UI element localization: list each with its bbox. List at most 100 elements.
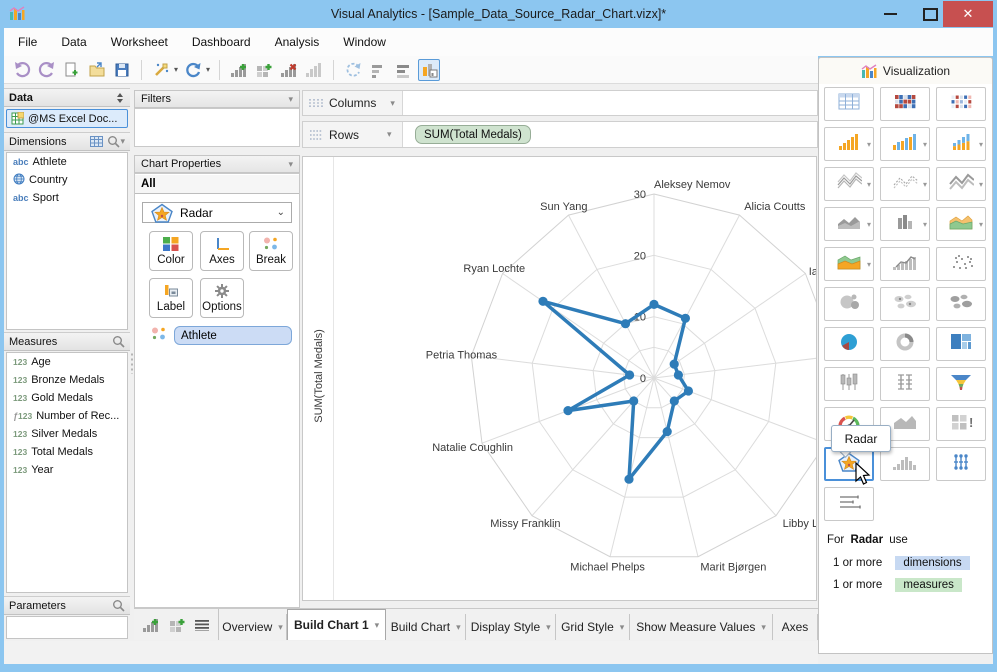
measure-item-year[interactable]: 123 Year bbox=[7, 461, 127, 479]
parameters-section-header[interactable]: Parameters bbox=[4, 596, 130, 615]
search-icon[interactable] bbox=[112, 599, 125, 612]
tab-axes[interactable]: Axes bbox=[772, 614, 818, 640]
viz-type-zigzag-bold[interactable]: ▾ bbox=[936, 167, 986, 201]
measure-item-age[interactable]: 123 Age bbox=[7, 353, 127, 371]
chart-properties-header[interactable]: Chart Properties ▾ bbox=[134, 155, 300, 173]
athlete-pill[interactable]: Athlete bbox=[174, 326, 292, 345]
menu-dashboard[interactable]: Dashboard bbox=[191, 35, 251, 49]
menu-window[interactable]: Window bbox=[343, 35, 386, 49]
viz-type-treemap[interactable] bbox=[936, 327, 986, 361]
new-page-button[interactable] bbox=[62, 60, 82, 80]
align-bars1-button[interactable] bbox=[368, 60, 388, 80]
viz-type-area-dark[interactable]: ▾ bbox=[824, 207, 874, 241]
viz-type-area-color2[interactable]: ▾ bbox=[824, 247, 874, 281]
tab-build-chart-1[interactable]: Build Chart 1 ▾ bbox=[287, 609, 387, 640]
chevron-down-icon[interactable]: ▾ bbox=[866, 180, 871, 189]
viz-type-zigzag-light[interactable]: ▾ bbox=[880, 167, 930, 201]
add-dashboard-icon[interactable] bbox=[168, 616, 186, 634]
chevron-down-icon[interactable]: ▾ bbox=[206, 65, 211, 74]
redo-button[interactable] bbox=[37, 60, 57, 80]
viz-type-zigzag[interactable]: ▾ bbox=[824, 167, 874, 201]
viz-type-bars-stacked[interactable]: ▾ bbox=[936, 127, 986, 161]
rows-shelf[interactable]: Rows ▾ SUM(Total Medals) bbox=[302, 121, 818, 148]
viz-type-bars-updown[interactable]: ▾ bbox=[880, 207, 930, 241]
chevron-down-icon[interactable]: ▾ bbox=[922, 220, 927, 229]
measure-item-silver-medals[interactable]: 123 Silver Medals bbox=[7, 425, 127, 443]
viz-type-scatter[interactable] bbox=[936, 247, 986, 281]
chevron-down-icon[interactable]: ▾ bbox=[866, 260, 871, 269]
viz-type-bubble[interactable] bbox=[824, 287, 874, 321]
measures-section-header[interactable]: Measures bbox=[4, 332, 130, 351]
chevron-down-icon[interactable]: ▾ bbox=[120, 136, 125, 146]
tab-build-chart[interactable]: Build Chart ▾ bbox=[386, 614, 467, 640]
viz-type-parallel[interactable] bbox=[824, 487, 874, 521]
measure-item-bronze-medals[interactable]: 123 Bronze Medals bbox=[7, 371, 127, 389]
viz-type-grid-exclaim[interactable]: ! bbox=[936, 407, 986, 441]
search-icon[interactable] bbox=[112, 335, 125, 348]
chevron-down-icon[interactable]: ▾ bbox=[456, 621, 461, 632]
viz-type-funnel[interactable] bbox=[936, 367, 986, 401]
swap-icon[interactable] bbox=[115, 92, 125, 104]
minimize-button[interactable] bbox=[884, 13, 897, 15]
chevron-down-icon[interactable]: ▾ bbox=[978, 140, 983, 149]
add-grid-button[interactable] bbox=[254, 60, 274, 80]
viz-type-boxplot[interactable] bbox=[880, 367, 930, 401]
add-chart-button[interactable] bbox=[229, 60, 249, 80]
measure-item-total-medals[interactable]: 123 Total Medals bbox=[7, 443, 127, 461]
chart-gray-button[interactable] bbox=[304, 60, 324, 80]
chevron-down-icon[interactable]: ▾ bbox=[866, 220, 871, 229]
delete-chart-button[interactable] bbox=[279, 60, 299, 80]
options-button[interactable]: Options bbox=[200, 278, 244, 318]
open-folder-button[interactable] bbox=[87, 60, 107, 80]
viz-type-map-filled[interactable] bbox=[936, 287, 986, 321]
viz-type-map-symbol[interactable] bbox=[880, 287, 930, 321]
undo-button[interactable] bbox=[12, 60, 32, 80]
viz-type-donut[interactable] bbox=[880, 327, 930, 361]
menu-data[interactable]: Data bbox=[61, 35, 87, 49]
data-source-item[interactable]: @MS Excel Doc... bbox=[6, 109, 128, 128]
table-view-icon[interactable] bbox=[90, 136, 104, 147]
chevron-down-icon[interactable]: ▾ bbox=[922, 140, 927, 149]
break-button[interactable]: Break bbox=[249, 231, 293, 271]
viz-type-table[interactable] bbox=[824, 87, 874, 121]
chevron-down-icon[interactable]: ▾ bbox=[922, 180, 927, 189]
viz-type-histogram[interactable] bbox=[880, 447, 930, 481]
axes-button[interactable]: Axes bbox=[200, 231, 244, 271]
viz-type-heatmap[interactable] bbox=[880, 87, 930, 121]
refresh-button[interactable] bbox=[183, 60, 203, 80]
close-button[interactable]: ✕ bbox=[943, 1, 993, 27]
menu-worksheet[interactable]: Worksheet bbox=[110, 35, 168, 49]
search-icon[interactable] bbox=[107, 135, 121, 148]
align-bars2-button[interactable] bbox=[393, 60, 413, 80]
chevron-down-icon[interactable]: ▾ bbox=[288, 158, 293, 169]
chevron-down-icon[interactable]: ▾ bbox=[978, 220, 983, 229]
viz-type-pie[interactable] bbox=[824, 327, 874, 361]
measure-item-number-of-rec-[interactable]: ƒ123 Number of Rec... bbox=[7, 407, 127, 425]
menu-file[interactable]: File bbox=[18, 35, 38, 49]
chevron-down-icon[interactable]: ▾ bbox=[390, 97, 395, 108]
sum-total-medals-pill[interactable]: SUM(Total Medals) bbox=[415, 125, 531, 144]
color-button[interactable]: Color bbox=[149, 231, 193, 271]
panel-splitter[interactable] bbox=[130, 352, 134, 374]
chevron-down-icon[interactable]: ▾ bbox=[278, 621, 283, 632]
viz-type-area-color[interactable]: ▾ bbox=[936, 207, 986, 241]
dimension-item-country[interactable]: Country bbox=[7, 171, 127, 189]
filters-header[interactable]: Filters ▾ bbox=[134, 90, 300, 108]
chevron-down-icon[interactable]: ▾ bbox=[619, 621, 625, 632]
viz-type-bars-dual[interactable]: ▾ bbox=[880, 127, 930, 161]
viz-type-whisker[interactable] bbox=[936, 447, 986, 481]
circ-select-button[interactable] bbox=[343, 60, 363, 80]
viz-type-highlight-table[interactable] bbox=[936, 87, 986, 121]
viz-type-candlestick[interactable] bbox=[824, 367, 874, 401]
chevron-down-icon[interactable]: ▾ bbox=[546, 621, 551, 632]
showme-button[interactable] bbox=[418, 58, 441, 81]
chevron-down-icon[interactable]: ▾ bbox=[387, 129, 392, 139]
columns-shelf[interactable]: Columns ▾ bbox=[302, 90, 818, 116]
dimensions-section-header[interactable]: Dimensions ▾ bbox=[4, 132, 130, 151]
label-button[interactable]: Label bbox=[149, 278, 193, 318]
chevron-down-icon[interactable]: ▾ bbox=[288, 93, 293, 104]
tab-overview[interactable]: Overview ▾ bbox=[219, 614, 287, 640]
chevron-down-icon[interactable]: ▾ bbox=[761, 621, 766, 632]
tab-grid-style[interactable]: Grid Style ▾ bbox=[556, 614, 631, 640]
wand-button[interactable] bbox=[151, 60, 171, 80]
